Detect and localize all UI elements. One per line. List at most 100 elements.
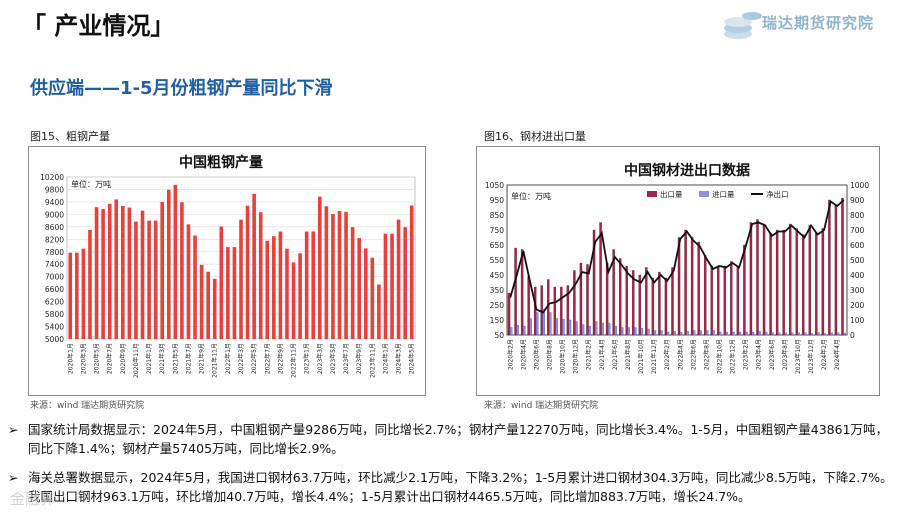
x-tick-label: 2024年5月 (408, 343, 416, 374)
y-right-tick-label: 700 (850, 226, 865, 235)
x-tick-label: 2020年1月 (66, 343, 74, 374)
import-bar (601, 322, 604, 336)
bar (317, 196, 322, 339)
bar (153, 220, 158, 339)
x-tick-label: 2022年9月 (276, 343, 284, 374)
import-bar (725, 331, 729, 336)
chart-title: 中国钢材进出口数据 (624, 162, 750, 179)
y-tick-label: 9400 (45, 198, 64, 207)
x-tick-label: 2021年6月 (611, 339, 619, 370)
bar (291, 262, 296, 339)
import-bar (810, 333, 814, 336)
y-right-tick-label: 800 (850, 211, 865, 220)
export-bar (723, 265, 726, 336)
logo-text: 瑞达期货研究院 (762, 14, 875, 32)
x-tick-label: 2023年1月 (303, 343, 311, 374)
export-bar (782, 229, 785, 336)
bar (81, 248, 86, 339)
unit-label: 单位：万吨 (71, 179, 111, 189)
import-bar (568, 319, 572, 336)
bar (186, 224, 191, 339)
y-right-tick-label: 100 (850, 316, 865, 325)
import-bar (575, 321, 578, 336)
x-tick-label: 2023年2月 (742, 339, 750, 370)
export-bar (677, 237, 681, 336)
bar (232, 247, 237, 339)
export-bar (592, 229, 596, 336)
export-bar (749, 222, 753, 336)
bar (278, 231, 283, 339)
import-bar (647, 328, 650, 336)
import-bar (588, 325, 591, 336)
y-tick-label: 10200 (40, 173, 64, 182)
y-tick-label: 5000 (45, 335, 64, 344)
bar (101, 209, 105, 339)
export-bar (703, 255, 707, 336)
export-bar (808, 225, 811, 336)
import-bar (679, 331, 683, 336)
bar (160, 201, 165, 339)
crude-steel-chart-panel: 5000 5400 5800 6200 6600 7000 7400 7800 8200 8600… (28, 146, 426, 396)
export-bar (828, 199, 831, 336)
import-bar (640, 328, 644, 336)
export-bar (684, 229, 687, 336)
net-export-line (509, 199, 845, 314)
export-bar (553, 286, 556, 336)
export-bar (841, 197, 844, 336)
import-bar (666, 331, 670, 336)
y-tick-label: 8600 (45, 223, 64, 232)
y-right-tick-label: 300 (850, 286, 865, 295)
y-left-tick-label: 850 (490, 211, 505, 220)
bar (239, 219, 243, 339)
x-tick-label: 2021年5月 (171, 343, 179, 374)
import-bar (673, 331, 676, 336)
export-bar (775, 229, 779, 336)
steel-trade-chart: 50 150 250 350 450 550 650 750 850 950 1050 0 100 200… (485, 162, 869, 374)
import-bar (594, 321, 598, 336)
import-bar (555, 318, 559, 336)
bar (370, 257, 375, 339)
y-left-tick-label: 50 (494, 331, 504, 340)
bar (337, 210, 342, 339)
export-bar (586, 264, 589, 336)
x-tick-label: 2021年10月 (637, 339, 645, 374)
x-tick-label: 2023年7月 (342, 343, 350, 374)
x-tick-label: 2022年1月 (224, 343, 232, 374)
export-bar (815, 232, 818, 336)
bullet-production: ➢ 国家统计局数据显示：2024年5月，中国粗钢产量9286万吨，同比增长2.7… (8, 420, 893, 458)
y-tick-label: 7400 (45, 260, 64, 269)
x-tick-label: 2024年4月 (833, 339, 841, 370)
bar (107, 203, 112, 339)
export-bar (697, 241, 700, 336)
x-tick-label: 2020年4月 (519, 339, 527, 370)
export-bar (671, 267, 674, 336)
export-bar (579, 262, 583, 336)
import-bar (542, 309, 546, 336)
import-bar (830, 332, 833, 336)
x-tick-label: 2023年12月 (807, 339, 815, 374)
legend-swatch-import (699, 191, 709, 197)
bar (409, 205, 414, 339)
import-bar (660, 330, 663, 336)
export-bar (514, 247, 517, 336)
x-tick-label: 2020年8月 (546, 339, 554, 370)
bar (363, 248, 368, 339)
bar (166, 189, 171, 339)
bar (377, 284, 381, 339)
import-bar (836, 332, 840, 336)
import-bar (562, 319, 565, 336)
bar (258, 212, 263, 339)
x-tick-label: 2023年5月 (329, 343, 337, 374)
export-bar (507, 292, 511, 336)
import-bar (719, 331, 722, 336)
x-tick-label: 2022年8月 (702, 339, 710, 370)
export-bar (625, 265, 628, 336)
export-bar (821, 228, 825, 336)
x-tick-label: 2021年11月 (211, 343, 219, 378)
import-bar (843, 332, 846, 336)
import-bar (791, 332, 794, 336)
x-tick-label: 2023年9月 (355, 343, 363, 374)
x-tick-label: 2020年5月 (93, 343, 101, 374)
unit-label: 单位：万吨 (511, 191, 551, 201)
bar (180, 202, 184, 339)
